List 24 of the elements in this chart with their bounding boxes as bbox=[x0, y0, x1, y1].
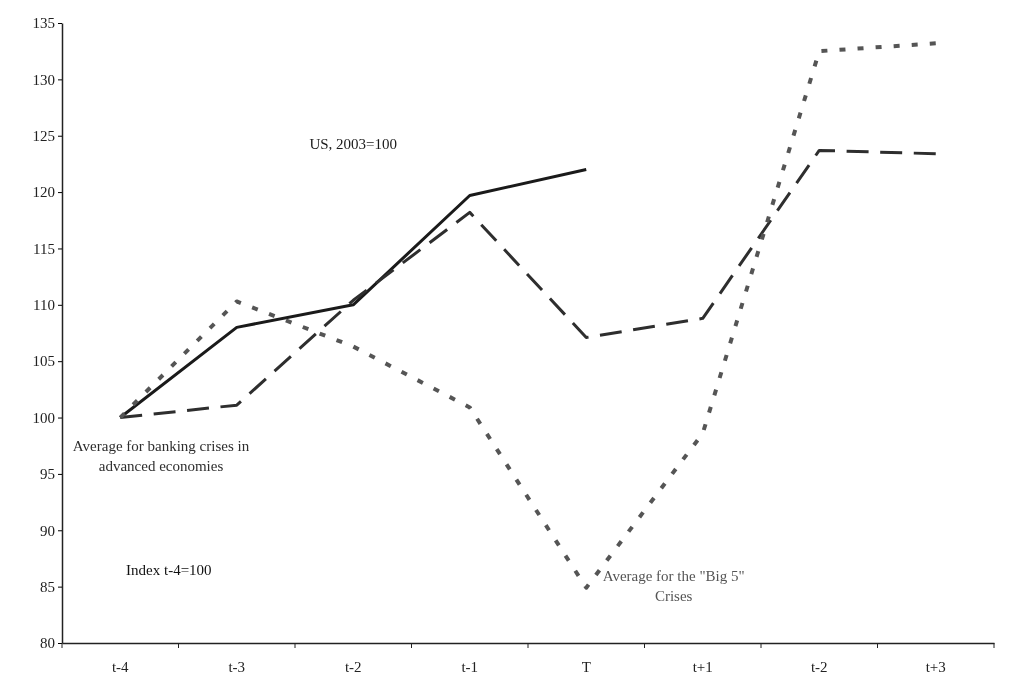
x-tick-label: t-3 bbox=[228, 658, 246, 675]
annotation: Index t-4=100 bbox=[126, 562, 212, 579]
x-tick-label: t+3 bbox=[925, 658, 946, 675]
y-tick-label: 135 bbox=[32, 15, 55, 32]
y-tick-label: 110 bbox=[33, 297, 55, 314]
y-tick-label: 105 bbox=[32, 353, 55, 370]
x-tick-label: T bbox=[581, 658, 591, 675]
x-tick-label: t-4 bbox=[111, 658, 130, 675]
y-tick-label: 120 bbox=[32, 184, 55, 201]
y-tick-label: 125 bbox=[32, 128, 55, 145]
text: Average for banking crises in advanced economies bbox=[72, 438, 250, 475]
text: US, 2003=100 bbox=[309, 136, 398, 153]
y-tick-label: 115 bbox=[33, 240, 55, 257]
y-tick-label: 95 bbox=[40, 466, 55, 483]
y-tick-label: 90 bbox=[40, 522, 55, 539]
x-tick-label: t+1 bbox=[692, 658, 713, 675]
x-tick-label: t-1 bbox=[461, 658, 479, 675]
series-label: Average for the "Big 5" Crises bbox=[602, 568, 745, 604]
y-tick-label: 80 bbox=[40, 635, 55, 652]
x-tick-label: t-2 bbox=[344, 658, 362, 675]
y-tick-label: 100 bbox=[32, 409, 55, 426]
x-tick-label: t-2 bbox=[810, 658, 828, 675]
y-tick-label: 85 bbox=[40, 578, 55, 595]
y-tick-label: 130 bbox=[32, 71, 55, 88]
